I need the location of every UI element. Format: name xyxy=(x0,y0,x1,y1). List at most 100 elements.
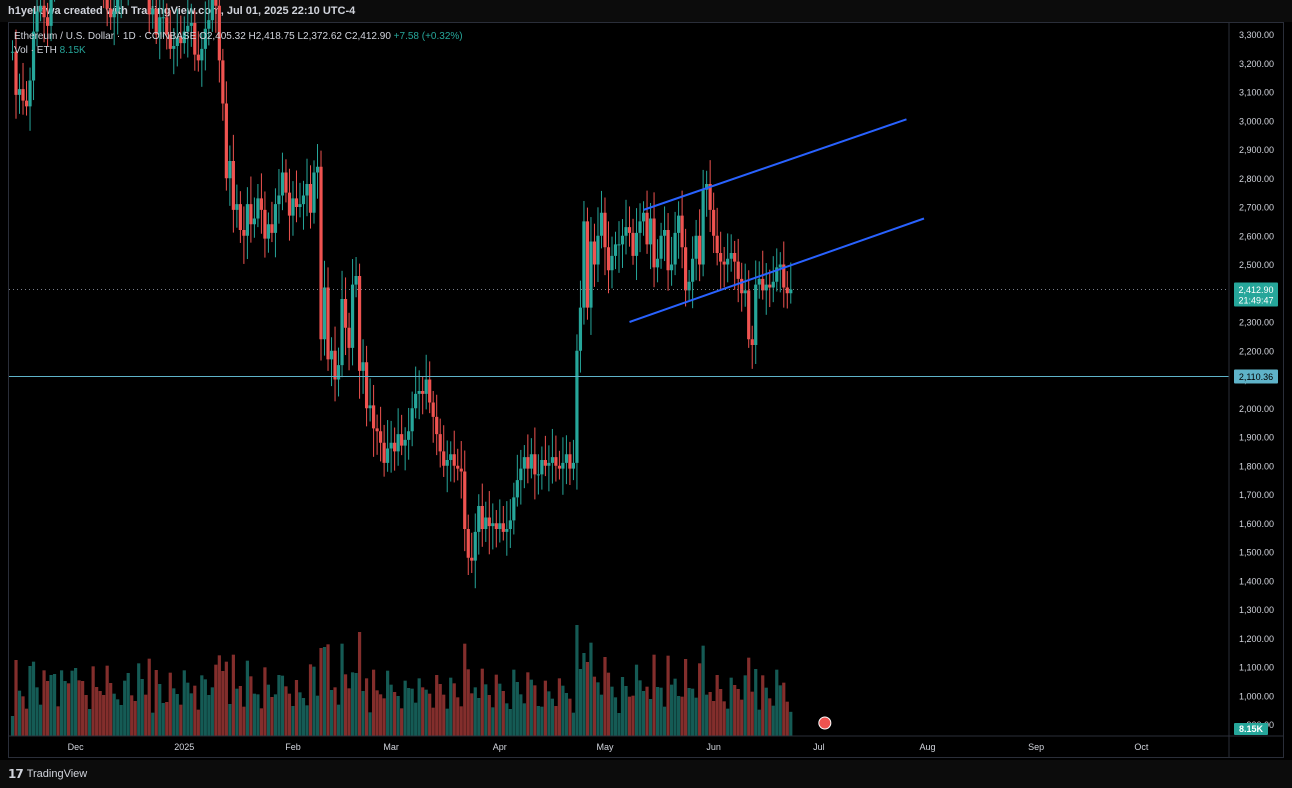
volume-bar xyxy=(757,709,761,736)
volume-bar xyxy=(389,684,393,736)
candle-body xyxy=(484,517,488,529)
tradingview-logo[interactable]: 𝟭𝟳 TradingView xyxy=(8,767,87,781)
candle-body xyxy=(610,255,614,271)
volume-label: Vol · ETH xyxy=(14,45,57,56)
volume-bar xyxy=(508,709,512,736)
candle-body xyxy=(249,204,253,225)
candle-body xyxy=(14,51,18,95)
candle-body xyxy=(771,281,775,288)
candle-body xyxy=(210,0,214,21)
candle-body xyxy=(561,462,565,469)
candle-body xyxy=(301,195,306,205)
volume-bar xyxy=(284,686,288,736)
volume-bar xyxy=(782,682,786,736)
volume-bar xyxy=(343,674,348,736)
volume-bar xyxy=(768,698,772,736)
candle-body xyxy=(498,523,502,529)
volume-bar xyxy=(487,695,491,736)
candle-body xyxy=(165,17,169,35)
candle-body xyxy=(701,189,705,265)
candle-body xyxy=(228,161,232,179)
volume-bar xyxy=(676,696,681,736)
volume-bar xyxy=(722,701,726,736)
candle-body xyxy=(722,261,726,265)
volume-bar xyxy=(77,680,81,736)
candle-body xyxy=(445,460,449,466)
volume-bar xyxy=(648,699,653,736)
volume-bar xyxy=(382,698,386,736)
last-price-text: 2,412.90 xyxy=(1238,285,1273,295)
volume-bar xyxy=(165,702,169,736)
volume-bar xyxy=(238,686,242,736)
volume-bar xyxy=(484,684,488,736)
volume-bar xyxy=(634,664,639,736)
candle-body xyxy=(38,5,43,12)
volume-bar xyxy=(109,683,113,736)
volume-bar xyxy=(778,685,782,736)
footer-bar xyxy=(0,760,1292,788)
candle-body xyxy=(277,195,281,205)
price-tick-label: 1,500.00 xyxy=(1239,548,1274,558)
candle-body xyxy=(466,529,470,558)
volume-bar xyxy=(610,686,614,736)
volume-bar xyxy=(102,695,106,736)
volume-bar xyxy=(182,670,186,736)
volume-bar xyxy=(585,662,590,736)
candle-body xyxy=(357,276,362,371)
volume-bar xyxy=(14,660,18,736)
candle-body xyxy=(585,221,590,308)
volume-bar xyxy=(379,694,383,736)
candle-body xyxy=(105,0,109,9)
volume-bar xyxy=(193,685,197,736)
change-value: +7.58 (+0.32%) xyxy=(393,31,463,42)
price-tick-label: 2,500.00 xyxy=(1239,260,1274,270)
volume-bar xyxy=(63,681,67,736)
volume-bar xyxy=(81,681,85,736)
volume-bar xyxy=(270,697,274,736)
time-tick-label: Feb xyxy=(285,742,301,752)
candle-body xyxy=(550,457,554,463)
volume-badge-text: 8.15K xyxy=(1239,724,1264,734)
candle-body xyxy=(193,23,197,55)
volume-bar xyxy=(98,691,102,736)
price-tick-label: 1,200.00 xyxy=(1239,634,1274,644)
volume-bar xyxy=(522,703,526,736)
candle-body xyxy=(196,54,200,61)
volume-bar xyxy=(38,704,43,736)
candle-body xyxy=(371,405,376,429)
candle-body xyxy=(761,278,765,291)
volume-bar xyxy=(31,661,36,736)
volume-bar xyxy=(435,675,439,736)
candle-body xyxy=(256,198,260,219)
volume-bar xyxy=(45,681,50,736)
candle-body xyxy=(347,327,351,348)
volume-bar xyxy=(368,712,372,736)
candle-body xyxy=(705,184,709,190)
candle-body xyxy=(116,0,120,12)
candle-body xyxy=(669,264,674,271)
support-price-text: 2,110.36 xyxy=(1239,372,1273,382)
price-tick-label: 1,000.00 xyxy=(1239,691,1274,701)
volume-bar xyxy=(245,660,249,736)
symbol-title[interactable]: Ethereum / U.S. Dollar · 1D · COINBASE xyxy=(14,31,197,42)
candle-body xyxy=(312,172,316,213)
candle-body xyxy=(708,184,712,210)
volume-bar xyxy=(638,680,642,736)
candle-body xyxy=(620,235,625,245)
volume-bar xyxy=(596,682,600,736)
candle-body xyxy=(673,232,677,265)
volume-bar xyxy=(263,667,267,736)
time-tick-label: Oct xyxy=(1134,742,1149,752)
volume-bar xyxy=(691,688,695,736)
candle-body xyxy=(785,287,789,294)
candle-body xyxy=(375,428,379,432)
candle-body xyxy=(684,247,688,291)
volume-bar xyxy=(340,643,344,736)
volume-bar xyxy=(130,695,134,736)
candle-body xyxy=(680,215,684,248)
candle-body xyxy=(203,28,207,49)
candle-body xyxy=(31,31,36,81)
candle-body xyxy=(526,457,530,469)
volume-bar xyxy=(228,704,232,736)
